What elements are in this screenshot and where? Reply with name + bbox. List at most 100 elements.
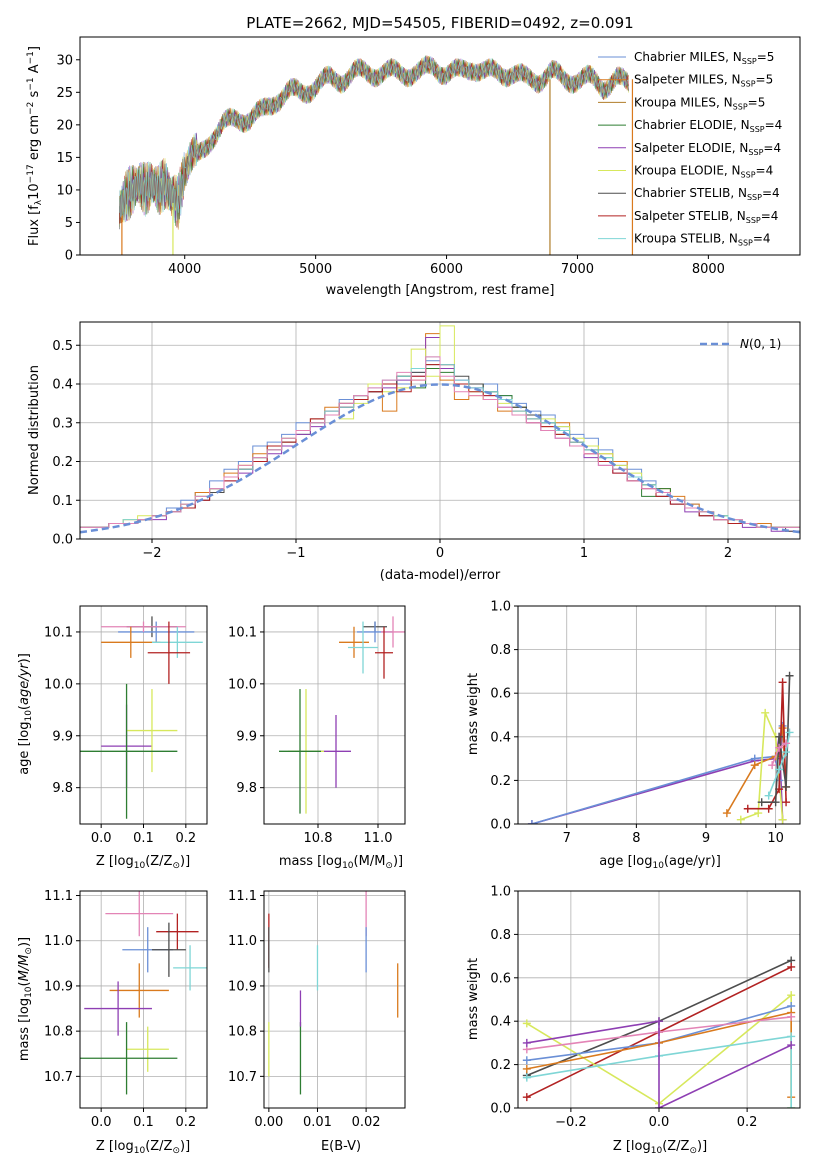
legend-label: Salpeter STELIB, NSSP=4 <box>634 209 778 225</box>
weight_vs_age-marker <box>778 724 787 733</box>
spectrum-ytick-label: 15 <box>56 151 73 166</box>
mass_vs_EBV-xtick-label: 0.00 <box>254 1115 283 1130</box>
legend-label: Salpeter MILES, NSSP=5 <box>634 73 773 89</box>
weight_vs_age-marker <box>782 782 791 791</box>
residuals-ytick-label: 0.3 <box>52 416 73 431</box>
legend-label-gaussian: N(0, 1) <box>740 337 781 351</box>
legend-label-sub: SSP <box>748 148 763 157</box>
weight-vs-metallicity-xlabel: Z [log10(Z/Z⊙)] <box>613 1139 707 1156</box>
weight_vs_age-marker <box>782 748 791 757</box>
legend-label-main: Salpeter STELIB, N <box>634 209 746 223</box>
legend-label-end: =5 <box>757 50 775 64</box>
age_vs_mass-ytick-label: 10.0 <box>228 677 257 692</box>
weight_vs_age-marker <box>736 815 745 824</box>
weight_vs_Z-ytick-label: 1.0 <box>490 885 511 900</box>
weight-vs-age-ylabel: mass weight <box>466 673 481 755</box>
age_vs_Z-ytick-label: 9.9 <box>52 729 73 744</box>
legend-label: Chabrier ELODIE, NSSP=4 <box>634 118 782 134</box>
weight-vs-metallicity-panel: −0.2 0.0 0.2 0.0 0.2 0.4 0.6 0.8 1.0 <box>490 885 801 1130</box>
weight_vs_age-xtick-label: 10 <box>767 831 784 846</box>
residuals-ytick-label: 0.5 <box>52 339 73 354</box>
weight_vs_age-ytick-label: 0.2 <box>490 774 511 789</box>
age_vs_mass-ytick-label: 9.9 <box>236 729 257 744</box>
weight_vs_age-marker <box>764 791 773 800</box>
weight_vs_age-marker <box>722 809 731 818</box>
legend-label-sub: SSP <box>733 102 748 111</box>
mass_vs_Z-frame <box>79 890 208 1109</box>
spectrum-xtick-label: 6000 <box>430 262 463 277</box>
weight_vs_age-marker <box>775 732 784 741</box>
weight_vs_Z-marker <box>787 962 796 971</box>
spectrum-ytick-label: 25 <box>56 86 73 101</box>
weight_vs_age-ytick-label: 0.4 <box>490 730 511 745</box>
weight_vs_age-frame <box>517 605 801 825</box>
mass_vs_Z-ytick-label: 10.7 <box>44 1070 73 1085</box>
age_vs_Z-xtick-label: 0.0 <box>91 831 112 846</box>
weight_vs_age-marker <box>754 809 763 818</box>
spectrum-ytick-label: 5 <box>65 216 73 231</box>
age_vs_mass-ytick-label: 9.8 <box>236 781 257 796</box>
weight_vs_Z-plot-area <box>522 956 796 1108</box>
weight_vs_age-marker <box>743 804 752 813</box>
age_vs_mass-frame <box>263 605 406 825</box>
mass_vs_Z-xtick-label: 0.1 <box>133 1115 154 1130</box>
weight_vs_age-plot-area <box>527 671 794 824</box>
mass_vs_Z-plot-area <box>80 891 207 1095</box>
weight_vs_age-marker <box>782 798 791 807</box>
mass_vs_Z-xtick-label: 0.2 <box>175 1115 196 1130</box>
legend-label-end: =4 <box>753 232 771 246</box>
weight_vs_age-marker <box>750 761 759 770</box>
weight_vs_Z-ytick-label: 0.2 <box>490 1058 511 1073</box>
weight_vs_age-marker <box>778 815 787 824</box>
mass_vs_EBV-plot-area <box>268 891 399 1095</box>
gaussian-reference-curve <box>80 383 800 534</box>
legend-label-main: Kroupa MILES, N <box>634 95 733 109</box>
residuals-xtick-label: 0 <box>436 546 444 561</box>
weight_vs_age-ytick-label: 1.0 <box>490 600 511 615</box>
residuals-xtick-label: −1 <box>286 546 305 561</box>
legend-label: Kroupa MILES, NSSP=5 <box>634 95 765 111</box>
legend-label-main: Salpeter ELODIE, N <box>634 141 748 155</box>
residuals-xtick-label: −2 <box>142 546 161 561</box>
legend-label: Kroupa ELODIE, NSSP=4 <box>634 164 773 180</box>
legend-label-main: Salpeter MILES, N <box>634 73 741 87</box>
weight_vs_age-xtick-label: 7 <box>563 831 571 846</box>
weight_vs_Z-marker <box>787 1012 796 1021</box>
legend-label-end: =4 <box>765 118 783 132</box>
age_vs_mass-xtick-label: 11.0 <box>364 831 393 846</box>
residuals-xlabel: (data-model)/error <box>380 568 501 583</box>
age-vs-mass-panel: 10.8 11.0 9.8 9.9 10.0 10.1 <box>228 605 406 846</box>
age_vs_Z-plot-area <box>80 616 203 819</box>
mass-vs-reddening-panel: 0.00 0.01 0.02 10.7 10.8 10.9 11.0 11.1 <box>228 889 406 1130</box>
mass_vs_Z-ytick-label: 10.8 <box>44 1025 73 1040</box>
mass-vs-reddening-xlabel: E(B-V) <box>321 1139 361 1154</box>
residuals-ytick-label: 0.1 <box>52 494 73 509</box>
weight_vs_age-marker <box>761 708 770 717</box>
age-vs-metallicity-ylabel: age [log10(age/yr)] <box>17 653 34 775</box>
age-vs-metallicity-panel: 0.0 0.1 0.2 9.8 9.9 10.0 10.1 <box>44 605 208 846</box>
mass_vs_Z-ytick-label: 11.1 <box>44 889 73 904</box>
weight_vs_age-marker <box>764 804 773 813</box>
residuals-ylabel: Normed distribution <box>27 365 42 495</box>
age_vs_Z-ytick-label: 10.1 <box>44 625 73 640</box>
legend-label-end: =4 <box>762 186 780 200</box>
legend-label-gaussian-script: N <box>740 337 749 351</box>
mass-vs-metallicity-xlabel: Z [log10(Z/Z⊙)] <box>96 1139 190 1156</box>
spectrum-ytick-label: 0 <box>65 249 73 264</box>
weight_vs_Z-marker <box>522 1019 531 1028</box>
weight_vs_age-series-6 <box>767 732 791 796</box>
mass_vs_EBV-ytick-label: 10.7 <box>228 1070 257 1085</box>
spectrum-xtick-label: 5000 <box>299 262 332 277</box>
legend-label-sub: SSP <box>750 125 765 134</box>
weight_vs_Z-marker <box>787 1041 796 1050</box>
weight_vs_Z-series-6 <box>526 1035 793 1108</box>
mass_vs_Z-ytick-label: 11.0 <box>44 934 73 949</box>
mass_vs_EBV-ytick-label: 10.9 <box>228 979 257 994</box>
residuals-xtick-label: 1 <box>580 546 588 561</box>
legend-label-sub: SSP <box>741 80 756 89</box>
legend-label-sub: SSP <box>746 216 761 225</box>
weight_vs_Z-xtick-label: 0.2 <box>737 1115 758 1130</box>
mass_vs_Z-xtick-label: 0.0 <box>91 1115 112 1130</box>
residuals-ytick-label: 0.2 <box>52 455 73 470</box>
weight-vs-metallicity-ylabel: mass weight <box>466 958 481 1040</box>
